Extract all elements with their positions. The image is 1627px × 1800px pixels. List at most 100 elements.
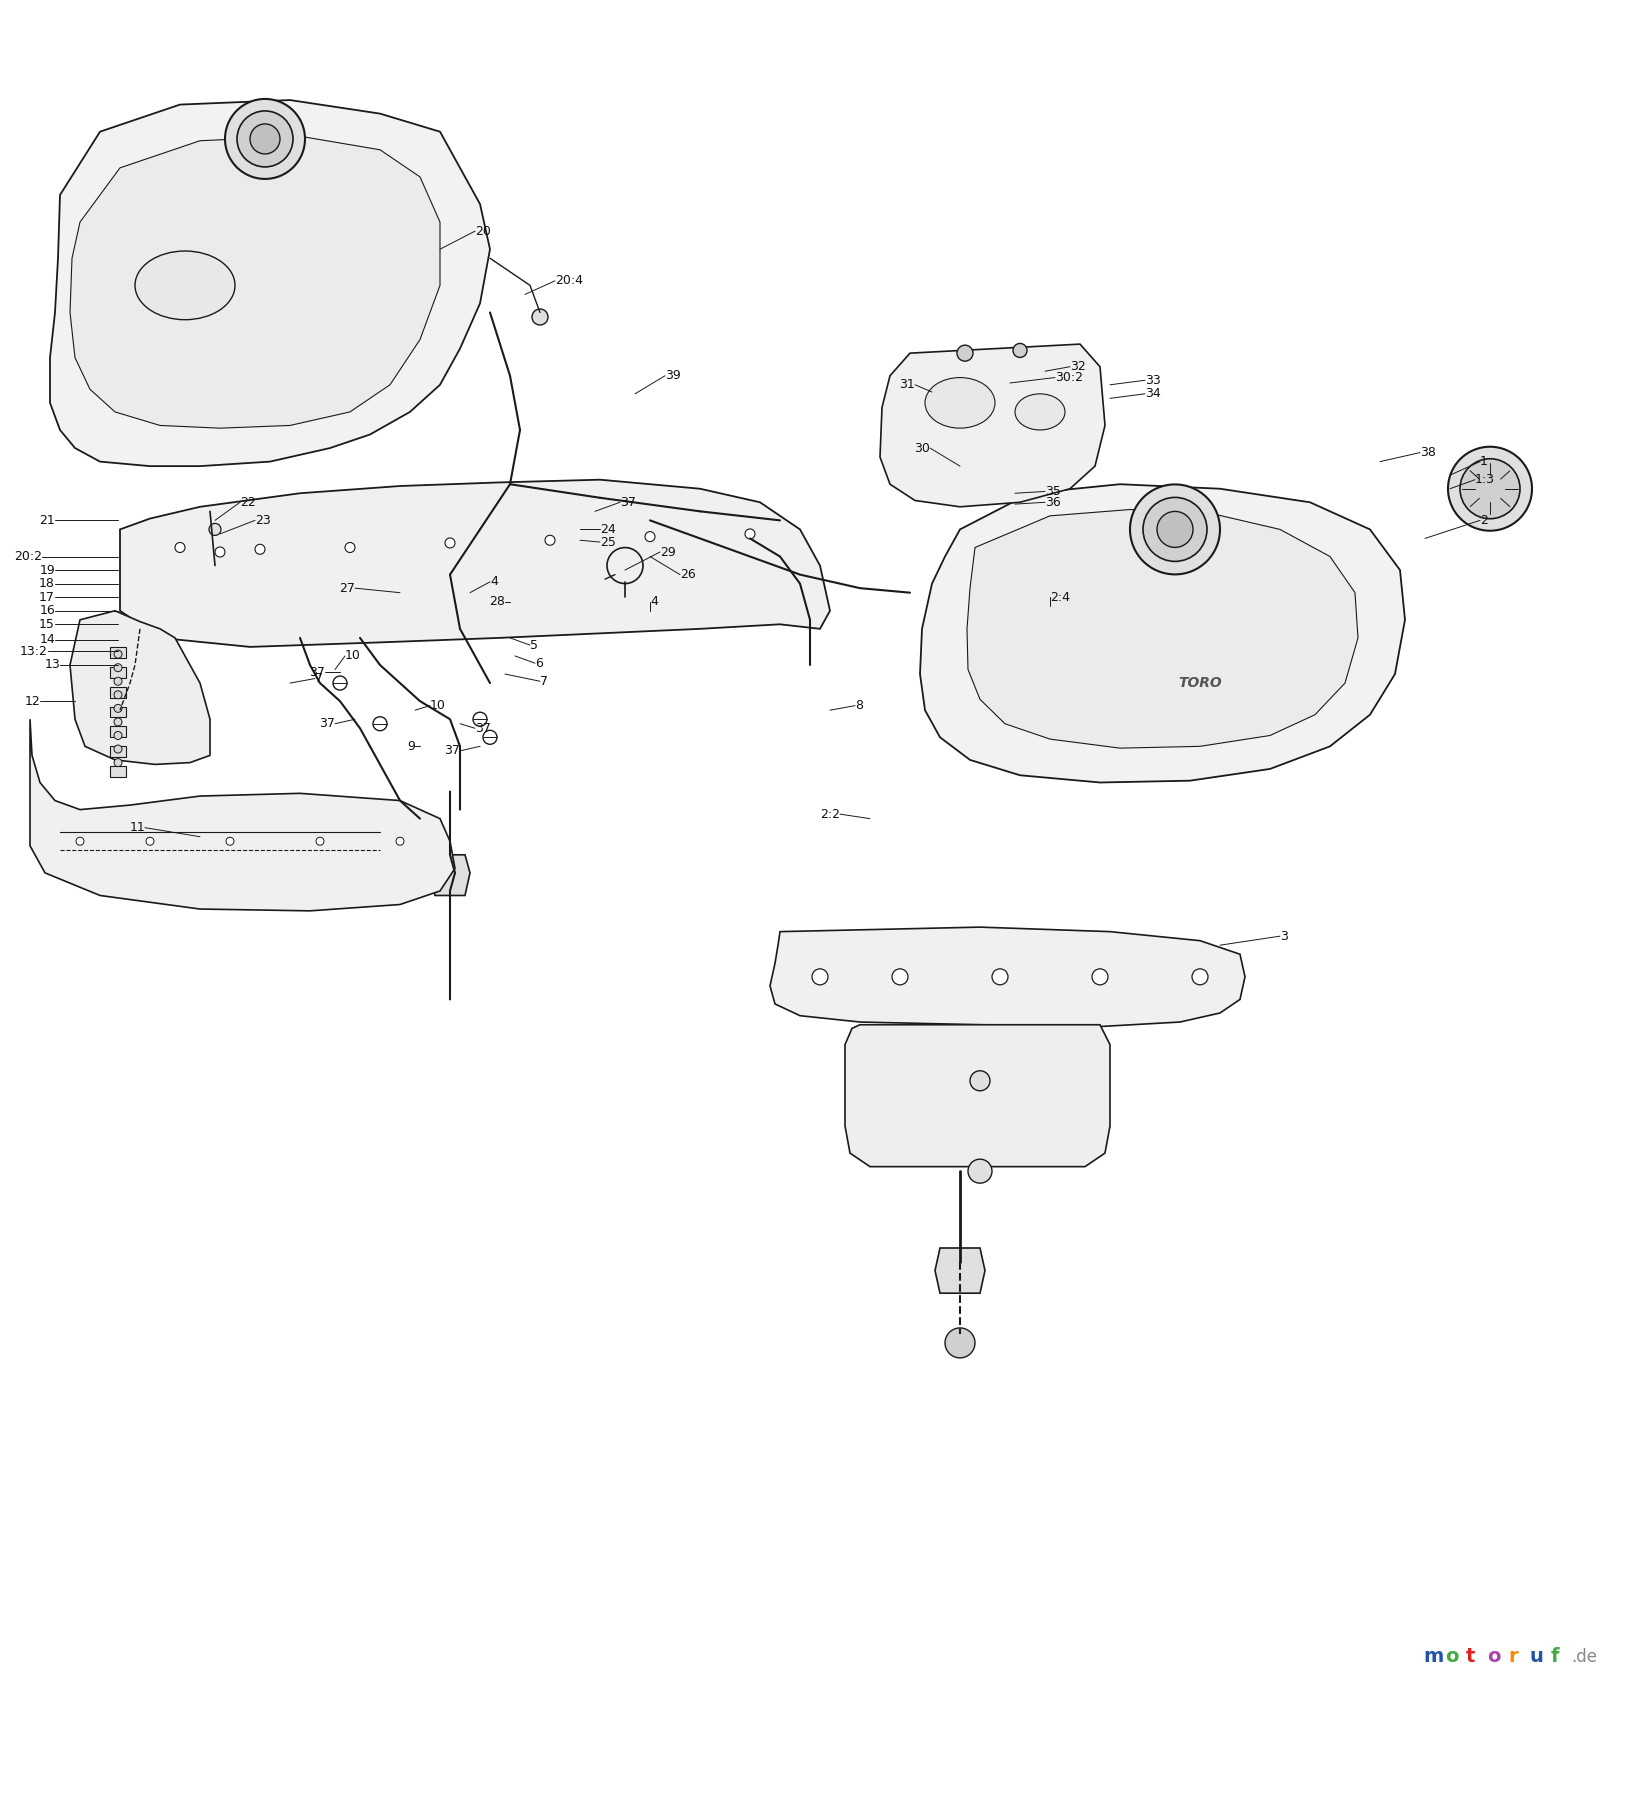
Polygon shape [70, 610, 210, 765]
Text: .de: .de [1572, 1647, 1598, 1665]
Polygon shape [120, 479, 830, 646]
Text: 37: 37 [444, 745, 460, 758]
Text: 12: 12 [24, 695, 41, 707]
Polygon shape [111, 686, 125, 698]
Circle shape [114, 745, 122, 752]
Circle shape [970, 1071, 989, 1091]
Circle shape [114, 677, 122, 686]
Circle shape [114, 758, 122, 767]
Circle shape [945, 1328, 975, 1357]
Text: 33: 33 [1145, 374, 1160, 387]
Circle shape [1459, 459, 1520, 518]
Ellipse shape [926, 378, 996, 428]
Text: r: r [1508, 1647, 1518, 1667]
Circle shape [992, 968, 1009, 985]
Text: 38: 38 [1420, 446, 1437, 459]
Polygon shape [111, 646, 125, 657]
Text: 6: 6 [535, 657, 543, 670]
Polygon shape [880, 344, 1105, 508]
Text: 28: 28 [490, 596, 504, 608]
Text: 15: 15 [39, 617, 55, 630]
Text: 18: 18 [39, 578, 55, 590]
Polygon shape [936, 1247, 984, 1292]
Text: 5: 5 [530, 639, 539, 652]
Circle shape [226, 837, 234, 846]
Polygon shape [111, 747, 125, 758]
Circle shape [1448, 446, 1533, 531]
Text: m: m [1424, 1647, 1443, 1667]
Circle shape [968, 1159, 992, 1183]
Text: 17: 17 [39, 590, 55, 603]
Ellipse shape [1015, 394, 1066, 430]
Text: 7: 7 [316, 671, 324, 686]
Text: 19: 19 [39, 563, 55, 576]
Polygon shape [29, 720, 456, 911]
Text: 20:4: 20:4 [555, 274, 582, 288]
Text: 26: 26 [680, 569, 696, 581]
Text: 7: 7 [540, 675, 548, 688]
Text: 35: 35 [1045, 484, 1061, 499]
Circle shape [208, 524, 221, 535]
Circle shape [446, 538, 456, 547]
Text: 2:4: 2:4 [1049, 590, 1071, 603]
Text: 34: 34 [1145, 387, 1160, 400]
Text: 23: 23 [255, 513, 270, 527]
Circle shape [316, 837, 324, 846]
Text: 4: 4 [651, 596, 657, 608]
Text: 13: 13 [44, 659, 60, 671]
Circle shape [745, 529, 755, 538]
Text: 24: 24 [600, 524, 615, 536]
Circle shape [1131, 484, 1220, 574]
Text: 13:2: 13:2 [20, 644, 49, 659]
Circle shape [644, 531, 656, 542]
Circle shape [255, 544, 265, 554]
Text: 21: 21 [39, 513, 55, 527]
Text: 37: 37 [319, 716, 335, 731]
Text: 2:2: 2:2 [820, 808, 840, 821]
Circle shape [532, 310, 548, 326]
Text: o: o [1445, 1647, 1458, 1667]
Circle shape [114, 718, 122, 725]
Circle shape [114, 650, 122, 659]
Polygon shape [966, 509, 1359, 749]
Text: 37: 37 [620, 495, 636, 509]
Polygon shape [919, 484, 1406, 783]
Text: 11: 11 [129, 821, 145, 833]
Circle shape [957, 346, 973, 362]
Circle shape [1014, 344, 1027, 358]
Text: 30:2: 30:2 [1054, 371, 1084, 383]
Text: f: f [1551, 1647, 1559, 1667]
Circle shape [114, 731, 122, 740]
Polygon shape [770, 927, 1245, 1026]
Circle shape [176, 542, 185, 553]
Text: 10: 10 [345, 650, 361, 662]
Text: u: u [1529, 1647, 1544, 1667]
Circle shape [892, 968, 908, 985]
Text: 20:2: 20:2 [15, 551, 42, 563]
Text: 25: 25 [600, 536, 617, 549]
Polygon shape [844, 1024, 1110, 1166]
Text: 1:3: 1:3 [1476, 473, 1495, 486]
Polygon shape [70, 137, 439, 428]
Circle shape [1144, 497, 1207, 562]
Text: 16: 16 [39, 605, 55, 617]
Text: o: o [1487, 1647, 1500, 1667]
Text: 2: 2 [1481, 513, 1487, 527]
Text: 14: 14 [39, 634, 55, 646]
Text: 29: 29 [661, 545, 675, 558]
Polygon shape [111, 707, 125, 718]
Circle shape [545, 535, 555, 545]
Circle shape [114, 704, 122, 713]
Circle shape [1193, 968, 1207, 985]
Polygon shape [111, 767, 125, 778]
Text: 27: 27 [338, 581, 355, 594]
Text: 8: 8 [856, 698, 862, 713]
Circle shape [146, 837, 155, 846]
Text: 22: 22 [241, 495, 255, 509]
Text: 30: 30 [914, 441, 931, 455]
Circle shape [812, 968, 828, 985]
Circle shape [1157, 511, 1193, 547]
Text: 4: 4 [490, 576, 498, 589]
Circle shape [76, 837, 85, 846]
Text: 1: 1 [1481, 455, 1487, 468]
